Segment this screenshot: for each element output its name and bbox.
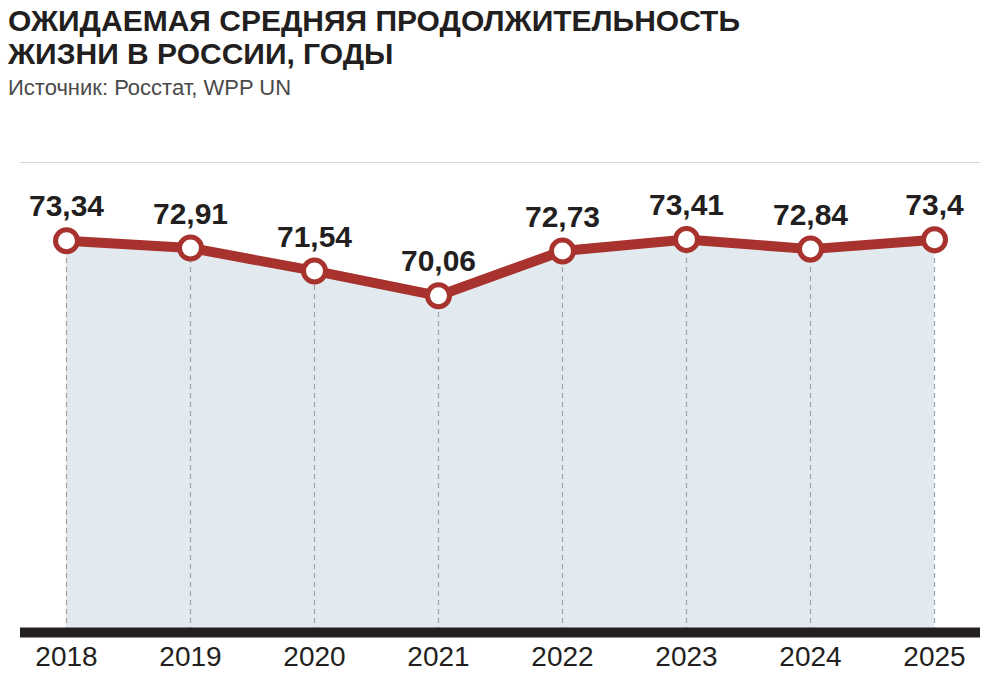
svg-text:2020: 2020 [283,641,345,672]
svg-text:2022: 2022 [531,641,593,672]
svg-text:2019: 2019 [159,641,221,672]
svg-text:73,34: 73,34 [29,189,104,222]
svg-text:2021: 2021 [407,641,469,672]
svg-text:70,06: 70,06 [401,244,476,277]
svg-text:2024: 2024 [779,641,841,672]
svg-text:2018: 2018 [35,641,97,672]
html-text:Источник: Росстат, WPP UN: Источник: Росстат, WPP UN [8,75,292,100]
svg-text:72,84: 72,84 [773,198,848,231]
svg-text:2025: 2025 [903,641,965,672]
svg-text:2023: 2023 [655,641,717,672]
svg-text:71,54: 71,54 [277,220,352,253]
html-text:ОЖИДАЕМАЯ СРЕДНЯЯ ПРОДОЛЖИТЕЛЬ: ОЖИДАЕМАЯ СРЕДНЯЯ ПРОДОЛЖИТЕЛЬНОСТЬ ЖИЗН… [8,4,740,70]
svg-text:73,4: 73,4 [905,188,964,221]
svg-text:73,41: 73,41 [649,188,724,221]
svg-text:72,91: 72,91 [153,197,228,230]
svg-text:72,73: 72,73 [525,200,600,233]
